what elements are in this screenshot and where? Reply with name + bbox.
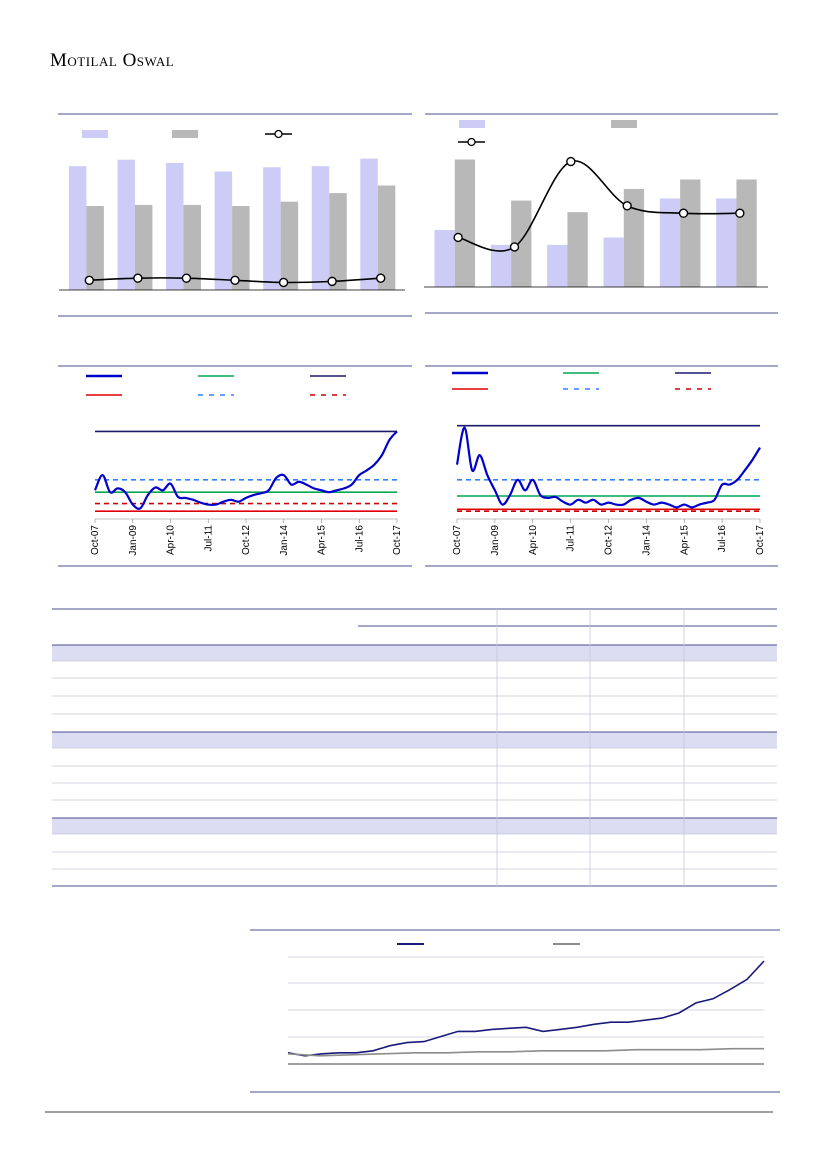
rules bbox=[45, 113, 780, 1113]
x-tick-label: Oct-17 bbox=[755, 525, 766, 555]
bar bbox=[603, 237, 624, 287]
bar bbox=[166, 162, 184, 290]
bar bbox=[134, 204, 153, 290]
index-line bbox=[287, 960, 765, 1057]
marker bbox=[230, 275, 240, 286]
x-tick-label: Jul-16 bbox=[717, 525, 728, 553]
pe-line bbox=[93, 430, 398, 510]
bar bbox=[659, 198, 681, 287]
bar bbox=[280, 201, 299, 290]
marker bbox=[327, 276, 337, 287]
x-tick-label: Apr-10 bbox=[528, 525, 539, 555]
marker bbox=[376, 273, 386, 283]
marker bbox=[453, 232, 463, 243]
bar bbox=[232, 206, 250, 290]
x-tick-label: Oct-12 bbox=[604, 525, 615, 555]
x-tick-label: Jul-11 bbox=[566, 525, 577, 552]
x-tick-label: Jan-14 bbox=[279, 525, 290, 556]
marker bbox=[566, 156, 576, 167]
x-tick-label: Jan-14 bbox=[641, 525, 652, 556]
bar bbox=[117, 159, 135, 290]
bar bbox=[68, 166, 87, 290]
bar bbox=[263, 167, 281, 290]
bar bbox=[716, 198, 737, 287]
bar bbox=[454, 159, 476, 287]
bar bbox=[567, 212, 588, 287]
bar bbox=[214, 171, 233, 290]
legend-swatch bbox=[172, 130, 198, 138]
marker bbox=[622, 201, 632, 211]
bottom-chart-grid bbox=[288, 956, 764, 1038]
table bbox=[52, 608, 777, 887]
marker bbox=[84, 275, 94, 286]
bar bbox=[360, 158, 378, 290]
legend-swatch bbox=[82, 130, 108, 138]
x-tick-label: Oct-17 bbox=[392, 525, 403, 555]
bar bbox=[86, 206, 104, 290]
bar bbox=[547, 244, 568, 287]
bar bbox=[623, 188, 645, 287]
marker bbox=[133, 273, 143, 283]
x-tick-label: Jan-09 bbox=[490, 525, 501, 556]
index-line bbox=[287, 1047, 764, 1057]
bar bbox=[736, 179, 757, 287]
marker bbox=[278, 277, 289, 288]
x-tick-label: Apr-10 bbox=[166, 525, 177, 555]
bar bbox=[183, 204, 201, 290]
x-tick-label: Jan-09 bbox=[128, 525, 139, 556]
x-tick-label: Oct-12 bbox=[241, 525, 252, 555]
bar bbox=[377, 185, 396, 290]
pe-line bbox=[455, 426, 761, 509]
x-tick-label: Apr-15 bbox=[317, 525, 328, 555]
x-tick-label: Oct-07 bbox=[452, 525, 463, 555]
legend-swatch bbox=[611, 120, 637, 128]
x-tick-label: Jul-11 bbox=[203, 525, 214, 552]
bar bbox=[490, 244, 512, 287]
bar bbox=[680, 179, 701, 287]
marker bbox=[181, 273, 192, 283]
x-tick-label: Oct-07 bbox=[90, 525, 101, 555]
x-tick-label: Apr-15 bbox=[679, 525, 690, 555]
legend-marker bbox=[467, 137, 476, 147]
marker bbox=[735, 208, 745, 218]
bar bbox=[329, 193, 347, 290]
bar bbox=[511, 200, 532, 287]
marker bbox=[678, 208, 689, 218]
legend-marker bbox=[274, 129, 283, 139]
bar bbox=[434, 230, 455, 287]
x-tick-label: Jul-16 bbox=[354, 525, 365, 553]
legend-swatch bbox=[459, 120, 485, 128]
marker bbox=[509, 242, 520, 252]
bar bbox=[311, 166, 330, 290]
brand: Motilal Oswal bbox=[50, 50, 174, 71]
